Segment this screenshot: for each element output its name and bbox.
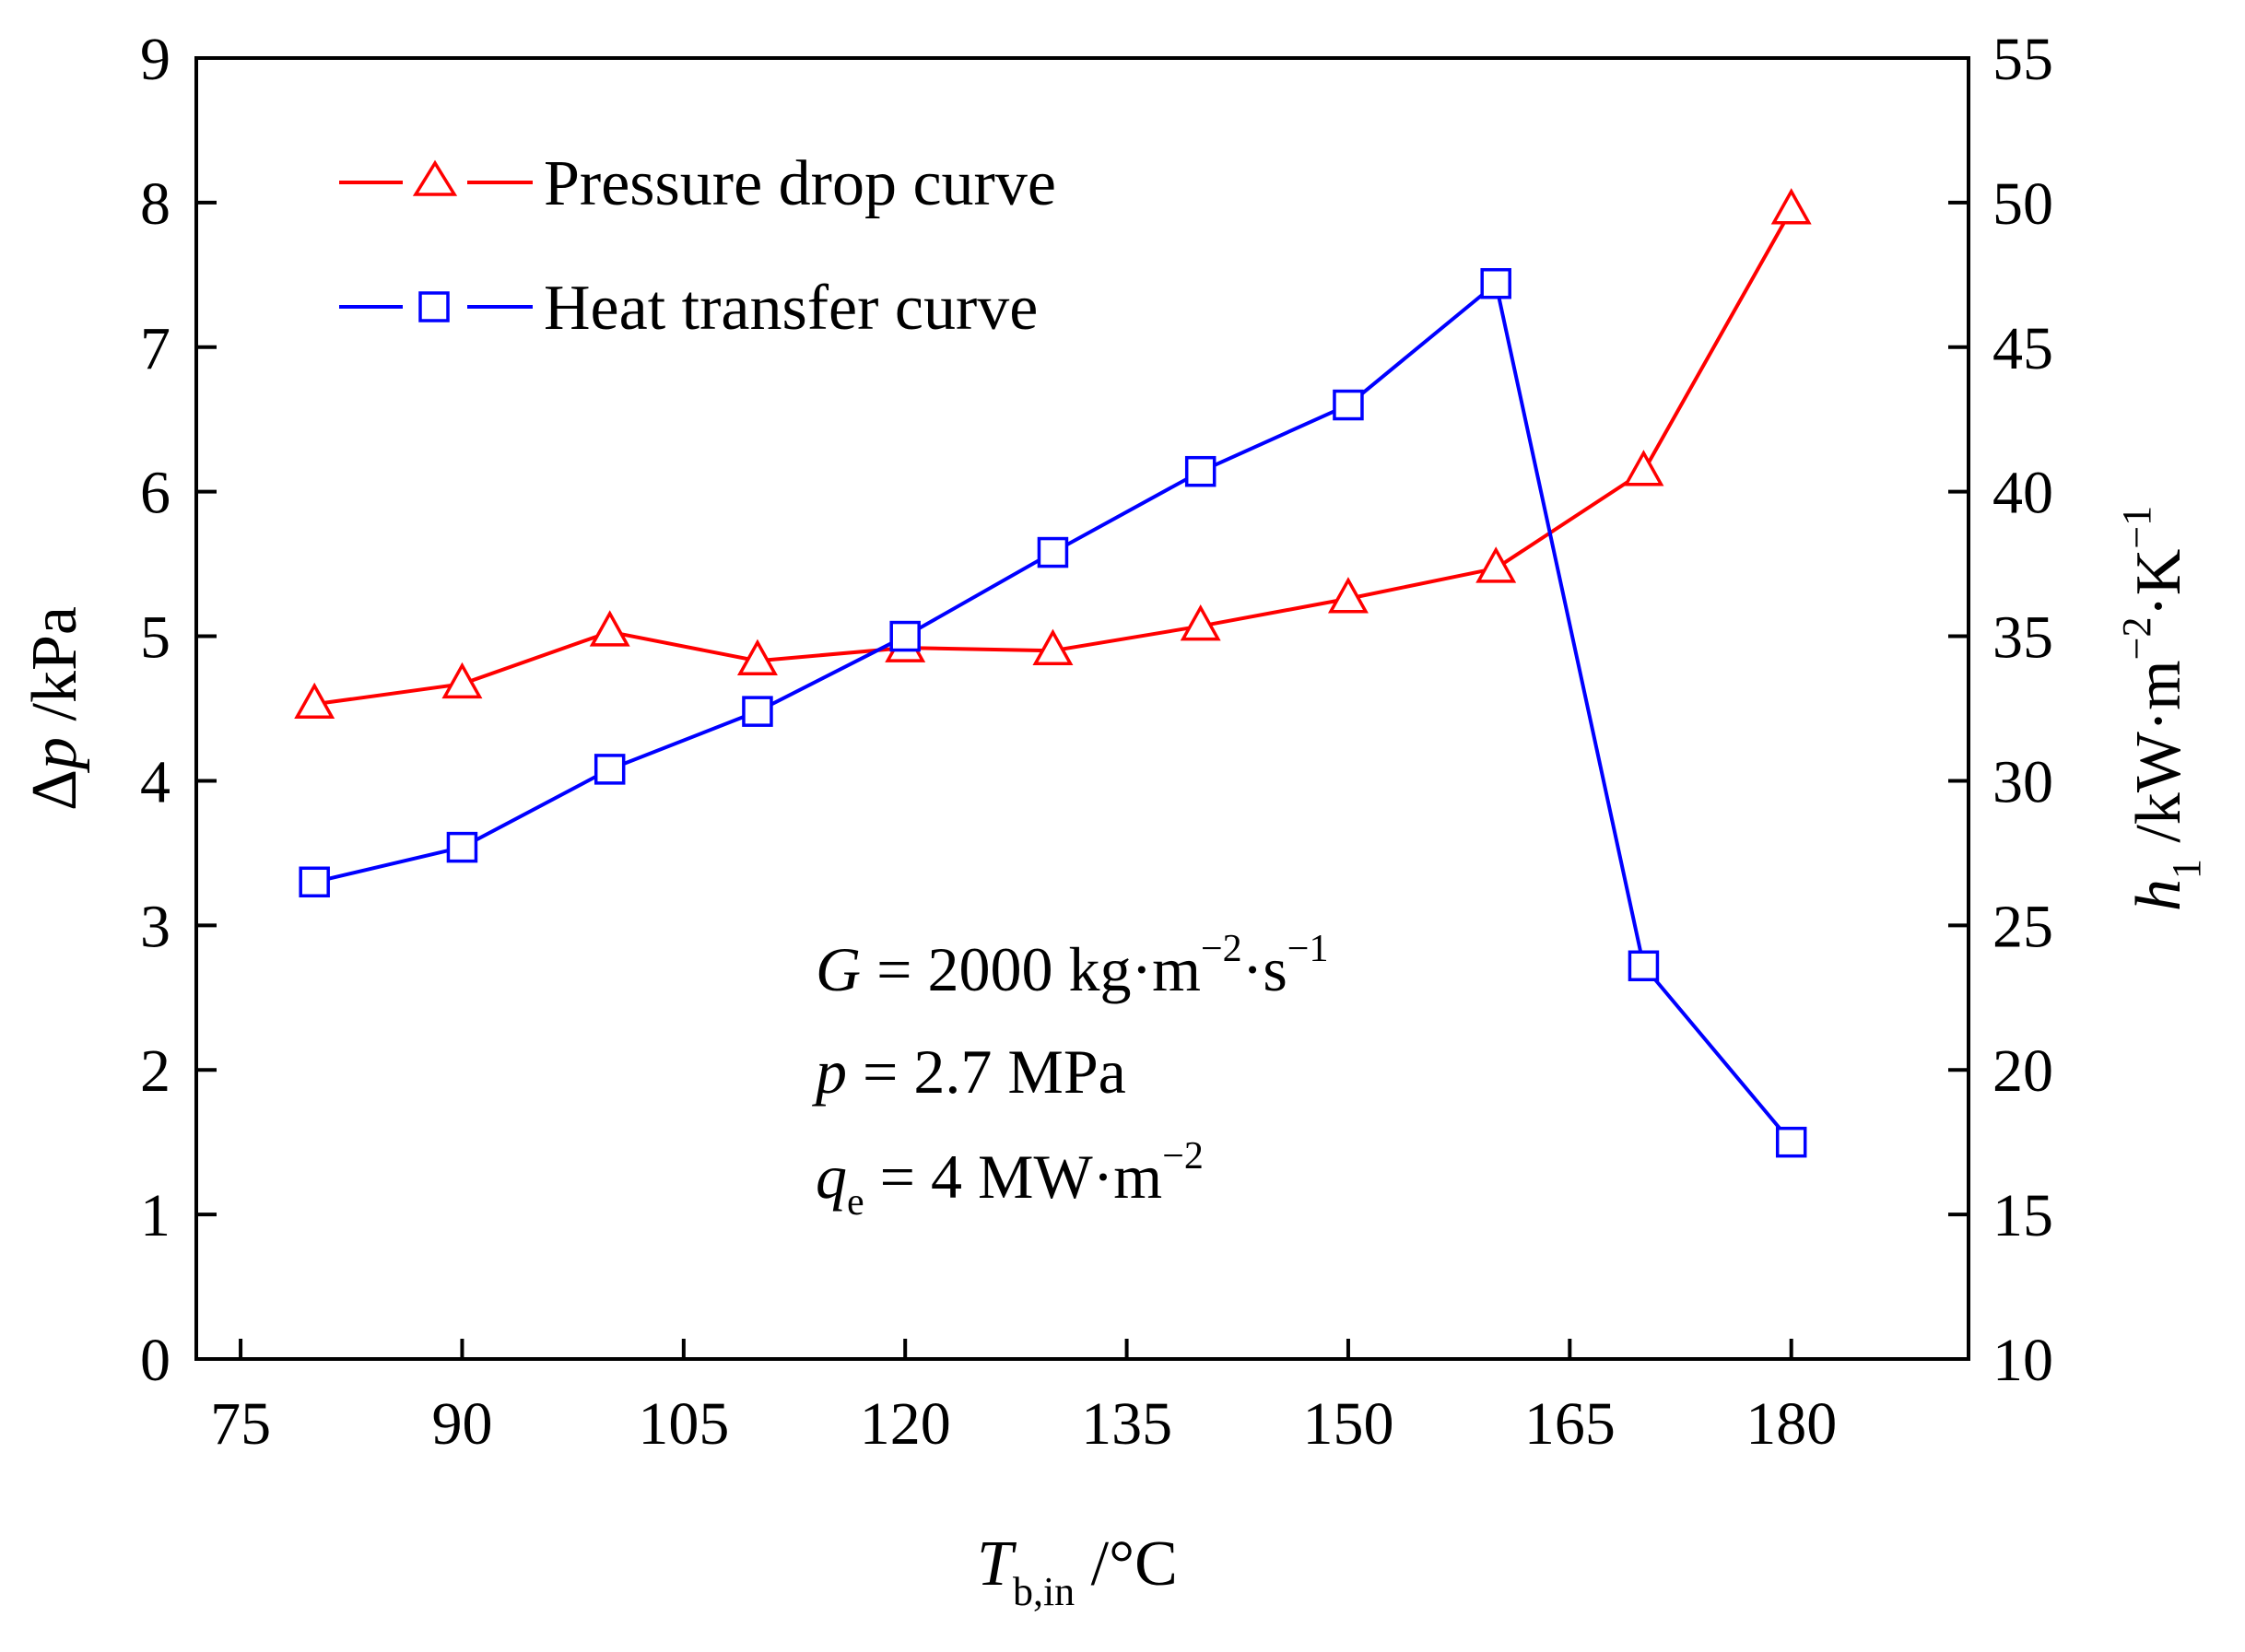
heat-series-line [313, 281, 1793, 1143]
legend: Pressure drop curve Heat transfer curve [339, 148, 1056, 344]
pressure-data-point [441, 662, 483, 699]
y-left-tick-label: 8 [140, 170, 170, 238]
annotation-heat-flux: qe = 4 MW·m−2 [816, 1135, 1204, 1224]
heat-data-point [446, 831, 478, 863]
y-left-tick-label: 2 [140, 1037, 170, 1105]
x-tick-label: 150 [1302, 1390, 1393, 1458]
pressure-data-point [1180, 603, 1221, 641]
y-right-tick-label: 55 [1992, 26, 2053, 93]
heat-data-point [742, 696, 773, 727]
y-right-tick-label: 30 [1992, 748, 2053, 815]
heat-data-point [299, 866, 330, 898]
plot-frame [194, 56, 1970, 1361]
y-right-tick-label: 10 [1992, 1327, 2053, 1394]
heat-data-point [889, 620, 921, 652]
x-tick-label: 120 [860, 1390, 951, 1458]
heat-data-point [1775, 1126, 1807, 1158]
pressure-data-point [1327, 577, 1369, 614]
heat-data-point [1628, 950, 1660, 982]
annotation-pressure: p = 2.7 MPa [812, 1037, 1126, 1107]
x-tick-label: 105 [638, 1390, 729, 1458]
x-tick-label: 180 [1745, 1390, 1837, 1458]
ticks: 75 90 105 120 135 150 165 180012345678910152025… [140, 26, 2053, 1458]
pressure-data-point [589, 610, 630, 647]
x-tick-label: 75 [210, 1390, 271, 1458]
y-right-tick-label: 25 [1992, 893, 2053, 960]
annotation-mass-flux: G = 2000 kg·m−2·s−1 [816, 928, 1328, 1004]
y-left-tick-label: 3 [140, 893, 170, 960]
pressure-data-point [1770, 188, 1812, 225]
heat-data-point [1184, 455, 1217, 487]
y-left-tick-label: 7 [140, 315, 170, 382]
y-right-tick-label: 35 [1992, 604, 2053, 672]
x-tick-label: 90 [431, 1390, 492, 1458]
pressure-data-point [1032, 628, 1074, 665]
legend-pressure-label: Pressure drop curve [544, 148, 1056, 219]
pressure-data-point [294, 682, 335, 720]
y-left-tick-label: 9 [140, 26, 170, 93]
y-right-tick-label: 40 [1992, 460, 2053, 527]
y-left-tick-label: 4 [140, 748, 170, 815]
pressure-data-point [736, 639, 778, 675]
y-right-tick-label: 45 [1992, 315, 2053, 382]
heat-data-point [1480, 267, 1511, 299]
y-right-tick-label: 20 [1992, 1037, 2053, 1105]
y-right-tick-label: 50 [1992, 170, 2053, 238]
y-left-tick-label: 5 [140, 604, 170, 672]
x-tick-label: 165 [1524, 1390, 1616, 1458]
legend-heat-label: Heat transfer curve [544, 273, 1038, 344]
y-left-tick-label: 0 [140, 1327, 170, 1394]
x-tick-label: 135 [1081, 1390, 1172, 1458]
pressure-data-point [1623, 450, 1664, 486]
conditions-annotation: G = 2000 kg·m−2·s−1 p = 2.7 MPa qe = 4 M… [812, 928, 1328, 1224]
y-right-axis-title: h1 /kW·m−2·K−1 [2114, 506, 2209, 911]
legend-item-heat: Heat transfer curve [339, 273, 1038, 344]
series-markers [294, 188, 1812, 1158]
heat-data-point [1037, 536, 1069, 568]
legend-heat-marker [418, 291, 450, 322]
y-left-tick-label: 6 [140, 460, 170, 527]
y-left-axis-title: Δp /kPa [19, 606, 90, 811]
heat-data-point [1333, 389, 1364, 421]
legend-item-pressure: Pressure drop curve [339, 148, 1056, 219]
heat-data-point [594, 754, 626, 785]
y-right-tick-label: 15 [1992, 1182, 2053, 1249]
y-left-tick-label: 1 [140, 1182, 170, 1249]
x-axis-title: Tb,in /°C [977, 1529, 1178, 1614]
legend-pressure-marker [412, 159, 458, 196]
pressure-data-point [1475, 546, 1517, 583]
